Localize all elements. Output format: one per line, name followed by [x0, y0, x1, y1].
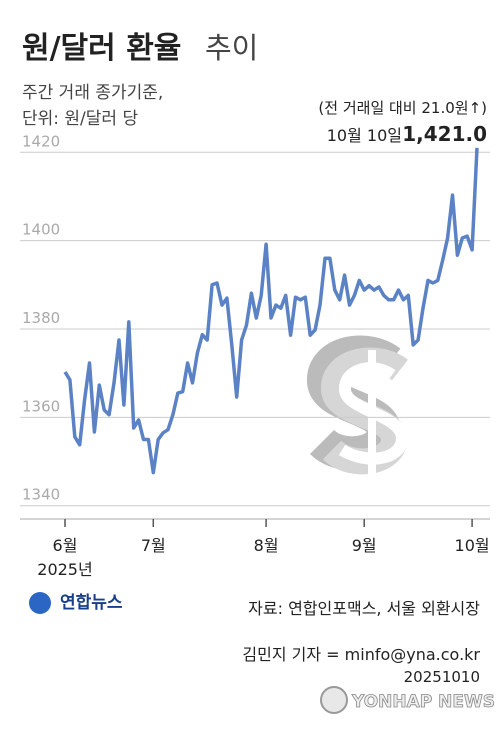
y-tick-label: 1380: [22, 309, 60, 327]
subtitle: 단위: 원/달러 당: [22, 109, 138, 129]
watermark-icon: [320, 686, 348, 714]
x-tick-label: 6월: [53, 536, 78, 555]
chart-title: 원/달러 환율: [22, 31, 181, 66]
line: [63, 147, 479, 475]
y-tick-label: 1360: [22, 397, 60, 415]
annotation-date: 10월 10일: [327, 126, 402, 145]
watermark: YONHAP NEWS: [351, 692, 495, 712]
source: 자료: 연합인포맥스, 서울 외환시장: [248, 599, 480, 618]
y-tick-label: 1340: [22, 486, 60, 504]
byline: 김민지 기자 = minfo@yna.co.kr: [242, 645, 480, 664]
dollar-icon: [307, 335, 409, 490]
logo: 연합뉴스: [60, 592, 123, 613]
y-tick-label: 1400: [22, 221, 60, 239]
x-tick-label: 7월: [141, 536, 166, 555]
x-tick-label: 8월: [254, 536, 279, 555]
chart-title-suffix: 추이: [205, 31, 258, 65]
logo-icon: [29, 592, 51, 614]
value-label: 1,421.0: [402, 122, 487, 146]
y-tick-label: 1420: [22, 132, 60, 150]
year-label: 2025년: [37, 560, 92, 579]
date-code: 20251010: [404, 668, 480, 686]
annotation-change: (전 거래일 대비 21.0원↑): [318, 99, 487, 117]
x-tick-label: 9월: [352, 536, 377, 555]
x-tick-label: 10월: [455, 536, 490, 555]
subtitle: 주간 거래 종가기준,: [22, 83, 163, 103]
